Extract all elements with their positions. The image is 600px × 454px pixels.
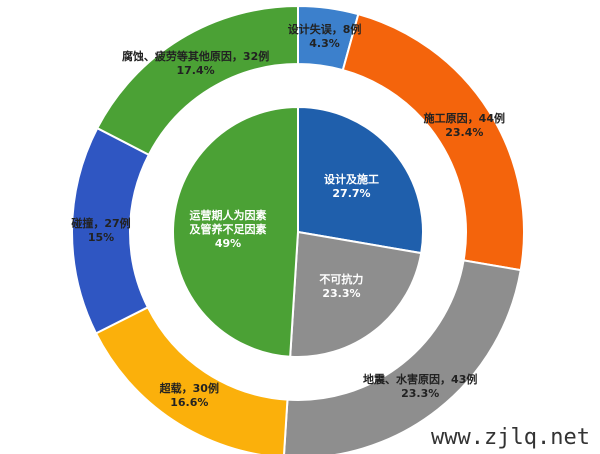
slice-label: 碰撞，27例 15% xyxy=(71,217,130,245)
value-label: 49% xyxy=(214,236,242,250)
pie-slice xyxy=(172,105,299,358)
slice-label: 设计及施工 27.7% xyxy=(312,173,392,201)
value-label: 15% xyxy=(87,230,115,244)
watermark: www.zjlq.net xyxy=(429,425,592,450)
value-label: 4.3% xyxy=(309,36,340,50)
label-text: 地震、水害原因，43例 xyxy=(363,372,478,386)
slice-label: 设计失误，8例 4.3% xyxy=(288,23,362,51)
slice-label: 地震、水害原因，43例 23.3% xyxy=(363,373,477,401)
label-text: 超载，30例 xyxy=(159,382,219,396)
pie-slice xyxy=(289,230,423,358)
pie-slice xyxy=(297,105,424,255)
donut-segment xyxy=(283,259,522,454)
label-text: 不可抗力 xyxy=(319,272,364,286)
slice-label: 超载，30例 16.6% xyxy=(160,382,219,410)
label-text: 碰撞，27例 xyxy=(71,216,131,230)
donut-segment xyxy=(95,4,299,157)
value-label: 23.3% xyxy=(401,386,440,400)
label-text: 设计及施工 xyxy=(324,172,379,186)
value-label: 17.4% xyxy=(176,63,215,77)
label-text: 施工原因，44例 xyxy=(423,112,505,126)
value-label: 16.6% xyxy=(170,396,209,410)
label-text: 设计失误，8例 xyxy=(287,22,362,36)
slice-label: 不可抗力 23.3% xyxy=(301,273,381,301)
value-label: 27.7% xyxy=(332,186,371,200)
slice-label: 运营期人为因素及管养不足因素 49% xyxy=(188,209,268,251)
slice-label: 腐蚀、疲劳等其他原因，32例 17.4% xyxy=(122,50,269,78)
slice-label: 施工原因，44例 23.4% xyxy=(424,112,505,140)
label-text: 腐蚀、疲劳等其他原因，32例 xyxy=(121,49,270,63)
value-label: 23.4% xyxy=(445,126,484,140)
value-label: 23.3% xyxy=(322,286,361,300)
label-text: 运营期人为因素及管养不足因素 xyxy=(189,208,267,236)
